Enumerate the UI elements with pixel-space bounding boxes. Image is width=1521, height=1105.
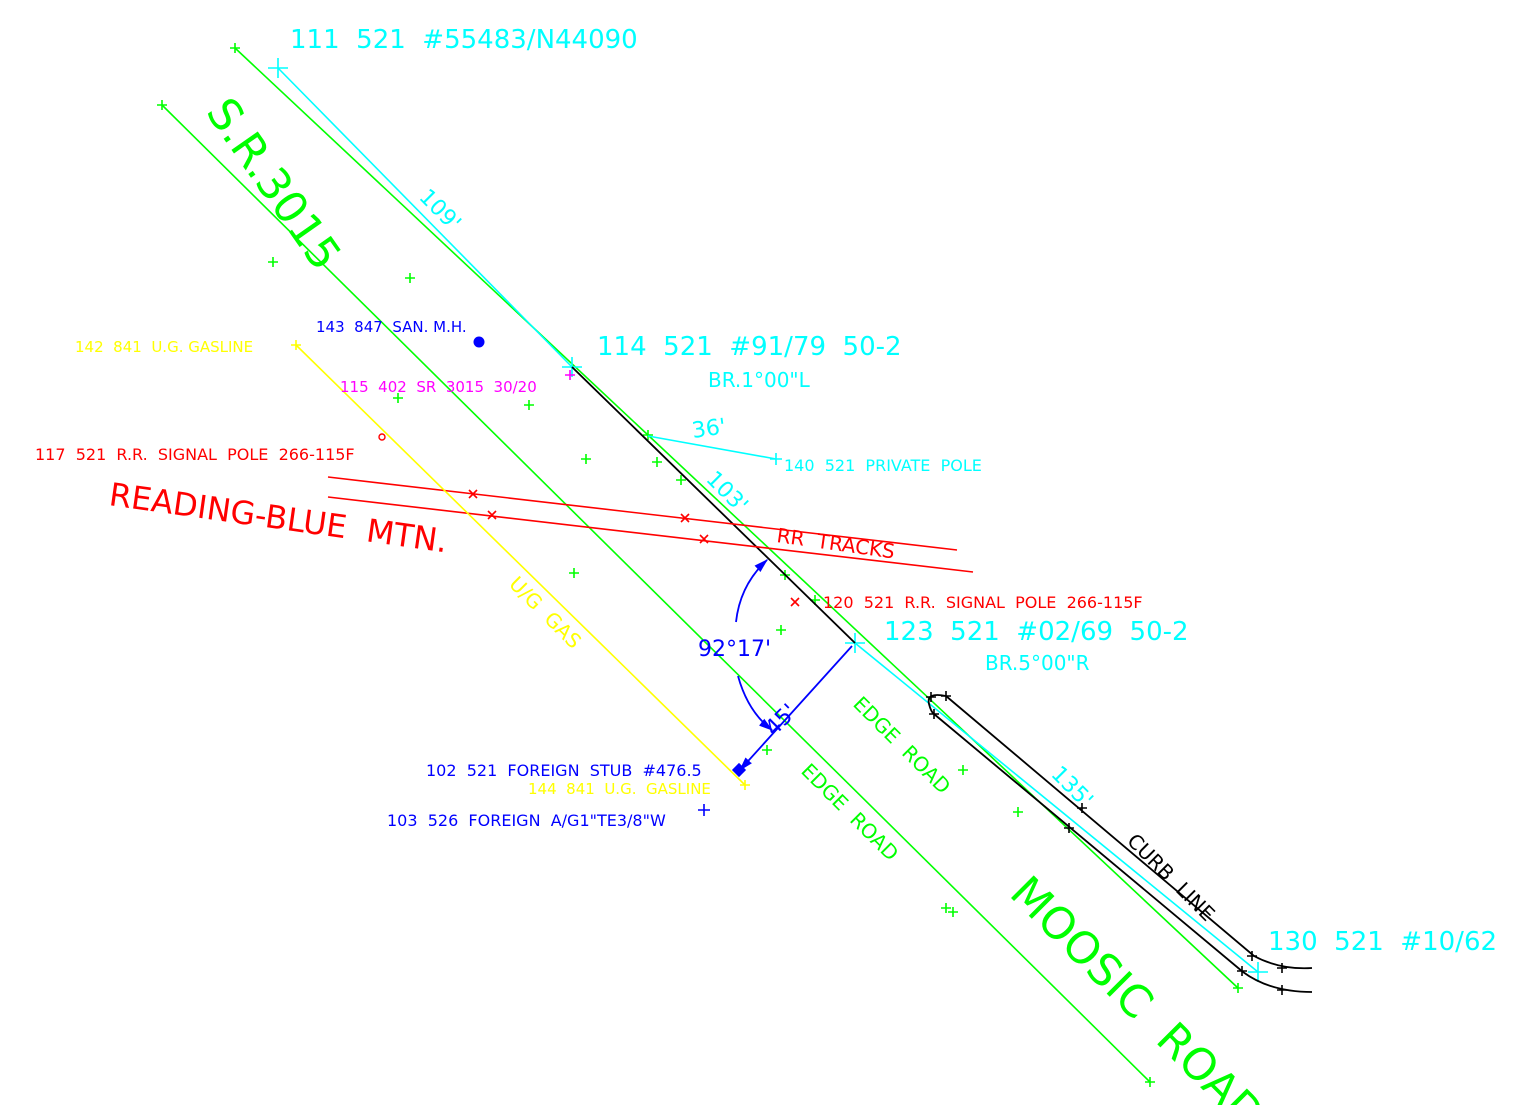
traverse-123-130	[854, 642, 1259, 973]
point-114-label: 114 521 #91/79 50-2	[597, 332, 902, 362]
foreign-103-marker	[698, 804, 710, 816]
point-114-bearing: BR.1°00"L	[708, 368, 811, 392]
edge-road-label-lower: EDGE ROAD	[796, 759, 903, 866]
black-point-markers	[926, 691, 1287, 995]
angle-arc-upper	[735, 559, 769, 623]
angle-dimension: 92°17'	[698, 637, 771, 662]
traverse-114-123	[571, 366, 856, 644]
point-111-label: 111 521 #55483/N44090	[290, 25, 638, 55]
point-123-bearing: BR.5°00"R	[985, 651, 1090, 675]
point-103-label: 103 526 FOREIGN A/G1"TE3/8"W	[387, 811, 666, 830]
dimension-45: 45'	[761, 699, 803, 741]
ug-gas-label: U/G GAS	[504, 572, 586, 654]
point-120-label: 120 521 R.R. SIGNAL POLE 266-115F	[823, 593, 1143, 612]
signal-pole-117-marker	[378, 433, 386, 441]
point-130-label: 130 521 #10/62	[1268, 927, 1497, 957]
blue-dimensioning	[735, 559, 853, 772]
point-117-label: 117 521 R.R. SIGNAL POLE 266-115F	[35, 445, 355, 464]
traverse-140-spur	[647, 435, 777, 460]
ug-gas-line	[295, 344, 746, 786]
reading-blue-mtn-label: READING-BLUE MTN.	[107, 475, 450, 560]
offset-45-line	[739, 645, 853, 772]
red-x-markers	[468, 489, 800, 607]
point-144-label: 144 841 U.G. GASLINE	[528, 780, 711, 798]
angle-arc-lower	[737, 675, 774, 731]
cyan-traverse	[277, 67, 1259, 973]
traverse-111-114	[277, 67, 573, 368]
sr3015-edge-line-inner	[234, 47, 1239, 989]
rr-tracks	[327, 476, 974, 573]
rr-tracks-label: RR TRACKS	[775, 523, 896, 563]
point-102-label: 102 521 FOREIGN STUB #476.5	[426, 761, 702, 780]
point-140-label: 140 521 PRIVATE POLE	[784, 456, 982, 475]
point-142-label: 142 841 U.G. GASLINE	[75, 338, 253, 356]
manhole-143-marker	[473, 336, 485, 348]
foreign-stub-102-marker	[731, 762, 747, 778]
dimension-109: 109'	[414, 185, 466, 237]
point-123-label: 123 521 #02/69 50-2	[884, 617, 1189, 647]
yellow-point-markers	[291, 340, 750, 790]
road-edge-lines	[161, 47, 1239, 1083]
point-143-label: 143 847 SAN. M.H.	[316, 318, 467, 336]
sr3015-edge-line-outer	[161, 104, 1151, 1083]
curb-line	[927, 694, 1313, 993]
dimension-36: 36'	[690, 414, 727, 443]
point-115-label: 115 402 SR 3015 30/20	[340, 378, 537, 396]
sr3015-marker-115	[565, 370, 575, 380]
